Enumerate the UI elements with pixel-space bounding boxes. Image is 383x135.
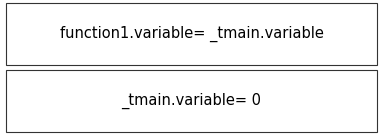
FancyBboxPatch shape: [6, 70, 377, 132]
Text: _tmain.variable= 0: _tmain.variable= 0: [121, 93, 262, 109]
FancyBboxPatch shape: [6, 3, 377, 65]
Text: function1.variable= _tmain.variable: function1.variable= _tmain.variable: [60, 26, 323, 42]
